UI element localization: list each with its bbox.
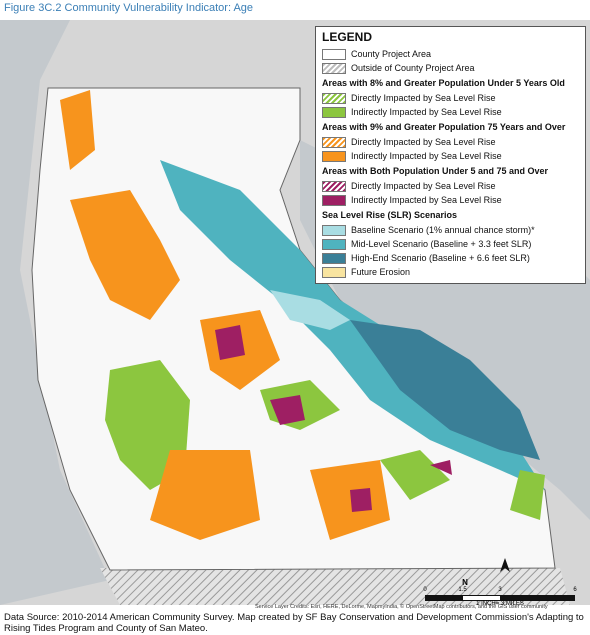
legend-row: Outside of County Project Area	[322, 61, 579, 75]
scale-ticks: 0 1.5 3 6	[423, 587, 577, 595]
legend-swatch	[322, 224, 346, 236]
legend-label: Baseline Scenario (1% annual chance stor…	[351, 225, 535, 235]
legend-label: High-End Scenario (Baseline + 6.6 feet S…	[351, 253, 530, 263]
legend-row: Directly Impacted by Sea Level Rise	[322, 179, 579, 193]
legend-row: High-End Scenario (Baseline + 6.6 feet S…	[322, 251, 579, 265]
legend-row: Indirectly Impacted by Sea Level Rise	[322, 193, 579, 207]
legend-swatch	[322, 266, 346, 278]
legend-swatch	[322, 194, 346, 206]
legend-swatch	[322, 252, 346, 264]
legend-swatch	[322, 62, 346, 74]
legend-label: Directly Impacted by Sea Level Rise	[351, 137, 496, 147]
legend-heading: Sea Level Rise (SLR) Scenarios	[322, 210, 458, 220]
legend-row: Directly Impacted by Sea Level Rise	[322, 91, 579, 105]
legend-row: Directly Impacted by Sea Level Rise	[322, 135, 579, 149]
legend-label: Directly Impacted by Sea Level Rise	[351, 93, 496, 103]
credits: Service Layer Credits: Esri, HERE, DeLor…	[255, 604, 548, 610]
legend: LEGEND County Project Area Outside of Cou…	[315, 26, 586, 284]
legend-label: Mid-Level Scenario (Baseline + 3.3 feet …	[351, 239, 532, 249]
ocean	[0, 20, 110, 605]
legend-row: Indirectly Impacted by Sea Level Rise	[322, 149, 579, 163]
purple-area	[215, 325, 452, 512]
legend-swatch	[322, 180, 346, 192]
slr-baseline	[270, 290, 350, 330]
scale-tick-label: 0	[423, 587, 427, 593]
scale-bar: N 0 1.5 3 6 1 INCH= 3 MILES	[423, 578, 577, 607]
legend-label: County Project Area	[351, 49, 432, 59]
legend-swatch	[322, 48, 346, 60]
legend-row: County Project Area	[322, 47, 579, 61]
legend-label: Indirectly Impacted by Sea Level Rise	[351, 151, 502, 161]
legend-label: Indirectly Impacted by Sea Level Rise	[351, 107, 502, 117]
slr-high	[350, 320, 540, 460]
legend-body: County Project Area Outside of County Pro…	[322, 47, 579, 279]
green-area	[260, 380, 545, 520]
legend-heading: Areas with Both Population Under 5 and 7…	[322, 166, 549, 176]
north-arrow	[500, 558, 510, 572]
data-source: Data Source: 2010-2014 American Communit…	[4, 612, 584, 634]
legend-swatch	[322, 238, 346, 250]
legend-swatch	[322, 136, 346, 148]
scale-bar-graphic	[425, 595, 575, 601]
legend-row: Baseline Scenario (1% annual chance stor…	[322, 223, 579, 237]
legend-heading: Areas with 9% and Greater Population 75 …	[322, 122, 566, 132]
legend-label: Directly Impacted by Sea Level Rise	[351, 181, 496, 191]
legend-label: Future Erosion	[351, 267, 411, 277]
legend-swatch	[322, 150, 346, 162]
scale-tick-label: 6	[573, 587, 577, 593]
legend-label: Outside of County Project Area	[351, 63, 475, 73]
figure-title: Figure 3C.2 Community Vulnerability Indi…	[4, 2, 254, 14]
scale-tick-label: 1.5	[458, 587, 467, 593]
legend-swatch	[322, 92, 346, 104]
legend-title: LEGEND	[322, 30, 373, 44]
legend-heading: Areas with 8% and Greater Population Und…	[322, 78, 565, 88]
scale-tick-label: 3	[498, 587, 502, 593]
legend-label: Indirectly Impacted by Sea Level Rise	[351, 195, 502, 205]
legend-row: Future Erosion	[322, 265, 579, 279]
legend-swatch	[322, 106, 346, 118]
scale-caption: 1 INCH= 3 MILES	[476, 601, 524, 607]
north-label: N	[462, 578, 468, 587]
legend-row: Indirectly Impacted by Sea Level Rise	[322, 105, 579, 119]
legend-row: Mid-Level Scenario (Baseline + 3.3 feet …	[322, 237, 579, 251]
